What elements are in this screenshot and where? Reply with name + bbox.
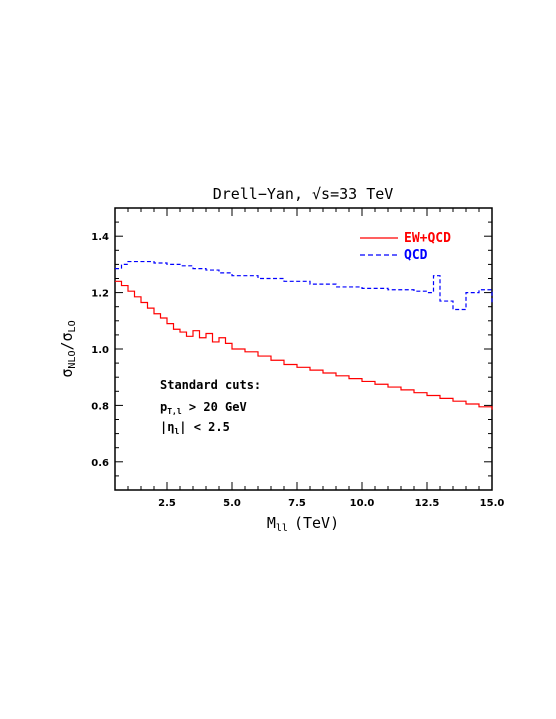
tick-marks — [114, 207, 493, 491]
y-axis-label: σNLO/σLO — [58, 320, 78, 377]
legend-label-ew-qcd: EW+QCD — [404, 231, 451, 246]
annotation-eta: |η — [160, 420, 174, 434]
x-axis-label-unit: (TeV) — [294, 514, 339, 532]
y-axis-label-sub2: LO — [67, 320, 78, 332]
annotation-line-3: |ηl| < 2.5 — [160, 420, 230, 436]
legend-label-qcd: QCD — [404, 248, 428, 263]
y-tick-labels: 0.6 0.8 1.0 1.2 1.4 — [91, 232, 109, 469]
y-tick-label: 0.8 — [91, 401, 109, 412]
annotation-eta-rest: | < 2.5 — [179, 420, 230, 434]
x-axis-label: Mll (TeV) — [267, 514, 339, 534]
annotation-pt: p — [160, 400, 167, 414]
x-tick-label: 15.0 — [480, 498, 505, 509]
x-tick-label: 7.5 — [288, 498, 306, 509]
annotation-line-2: pT,l > 20 GeV — [160, 400, 247, 416]
x-tick-labels: 2.5 5.0 7.5 10.0 12.5 15.0 — [158, 498, 504, 509]
y-tick-label: 1.0 — [91, 345, 109, 356]
y-axis-label-sigma: σ — [58, 369, 76, 378]
annotation-eta-sub: l — [174, 427, 179, 436]
annotation-line-1: Standard cuts: — [160, 378, 261, 392]
x-axis-label-main: M — [267, 514, 276, 532]
x-tick-label: 2.5 — [158, 498, 176, 509]
chart-title: Drell−Yan, √s=33 TeV — [213, 185, 394, 203]
y-tick-label: 0.6 — [91, 458, 109, 469]
plot-frame — [114, 207, 493, 491]
y-tick-label: 1.4 — [91, 232, 109, 243]
x-tick-label: 12.5 — [415, 498, 440, 509]
annotation-pt-sub: T,l — [167, 407, 182, 416]
series-ew-qcd — [115, 280, 493, 410]
x-tick-label: 10.0 — [350, 498, 375, 509]
series-qcd — [115, 260, 493, 311]
series-layer — [115, 260, 493, 410]
y-axis-label-mid: /σ — [58, 332, 76, 350]
x-axis-label-sub: ll — [276, 523, 288, 534]
x-tick-label: 5.0 — [223, 498, 241, 509]
legend: EW+QCD QCD — [360, 231, 451, 263]
y-tick-label: 1.2 — [91, 289, 109, 300]
y-axis-label-sub1: NLO — [67, 351, 78, 369]
cuts-annotation: Standard cuts: pT,l > 20 GeV |ηl| < 2.5 — [160, 378, 261, 436]
annotation-pt-rest: > 20 GeV — [182, 400, 247, 414]
